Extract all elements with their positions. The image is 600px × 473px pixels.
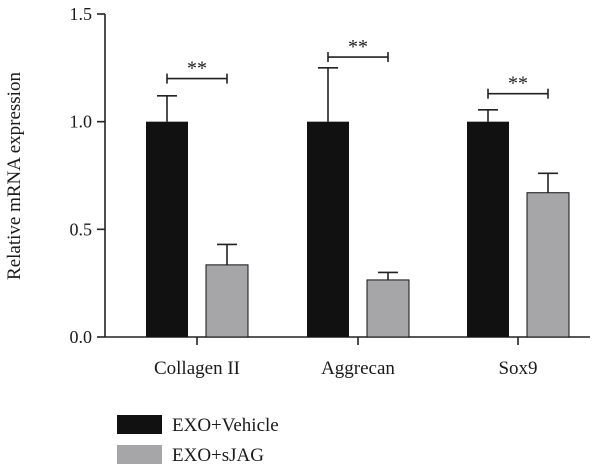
bar [205,264,249,338]
y-axis-label: Relative mRNA expression [4,72,25,280]
bar [146,121,188,338]
significance-label: ** [348,36,368,58]
legend-swatch [117,445,162,464]
y-tick-label: 0.5 [70,219,93,239]
legend-label: EXO+Vehicle [172,415,279,436]
legend-label: EXO+sJAG [172,445,264,466]
legend-swatch [117,415,162,434]
bar [307,121,349,338]
x-tick-label: Collagen II [154,358,240,379]
significance-label: ** [508,73,528,95]
plot-area: 0.0 0.5 1.0 1.5 Collagen II Aggrecan Sox9 ** ** *… [70,4,590,379]
significance-label: ** [187,58,207,80]
legend: EXO+Vehicle EXO+sJAG [117,415,279,466]
x-tick-label: Sox9 [498,358,537,379]
y-tick-label: 1.0 [70,112,93,132]
y-tick-label: 0.0 [70,327,93,347]
bar [366,279,410,338]
bar [526,192,570,338]
bar [467,121,509,338]
x-tick-label: Aggrecan [321,358,395,379]
y-tick-label: 1.5 [70,4,93,24]
